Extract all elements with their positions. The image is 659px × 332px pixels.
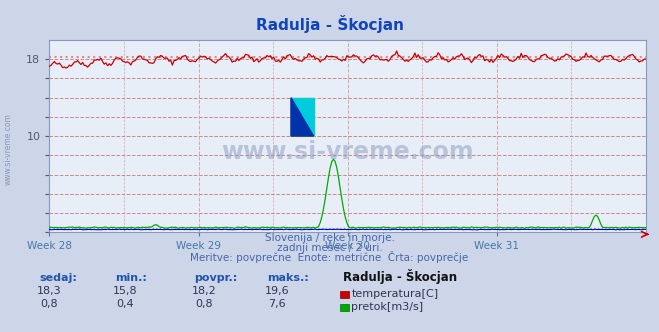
Text: Meritve: povprečne  Enote: metrične  Črta: povprečje: Meritve: povprečne Enote: metrične Črta:…	[190, 251, 469, 263]
Text: Radulja - Škocjan: Radulja - Škocjan	[343, 269, 457, 284]
Text: www.si-vreme.com: www.si-vreme.com	[4, 114, 13, 185]
Text: sedaj:: sedaj:	[40, 273, 77, 283]
Bar	[291, 98, 314, 136]
Text: 18,3: 18,3	[37, 286, 62, 296]
Text: www.si-vreme.com: www.si-vreme.com	[221, 139, 474, 164]
Text: 0,8: 0,8	[41, 299, 58, 309]
Text: temperatura[C]: temperatura[C]	[351, 289, 438, 299]
Text: 15,8: 15,8	[113, 286, 138, 296]
Text: 19,6: 19,6	[264, 286, 289, 296]
Text: 0,4: 0,4	[117, 299, 134, 309]
Polygon shape	[291, 98, 314, 136]
Text: maks.:: maks.:	[267, 273, 308, 283]
Text: pretok[m3/s]: pretok[m3/s]	[351, 302, 423, 312]
Text: 18,2: 18,2	[192, 286, 217, 296]
Text: povpr.:: povpr.:	[194, 273, 238, 283]
Text: 7,6: 7,6	[268, 299, 285, 309]
Text: 0,8: 0,8	[196, 299, 213, 309]
Text: Slovenija / reke in morje.: Slovenija / reke in morje.	[264, 233, 395, 243]
Text: min.:: min.:	[115, 273, 147, 283]
Text: zadnji mesec / 2 uri.: zadnji mesec / 2 uri.	[277, 243, 382, 253]
Polygon shape	[291, 98, 314, 136]
Text: Radulja - Škocjan: Radulja - Škocjan	[256, 15, 403, 33]
